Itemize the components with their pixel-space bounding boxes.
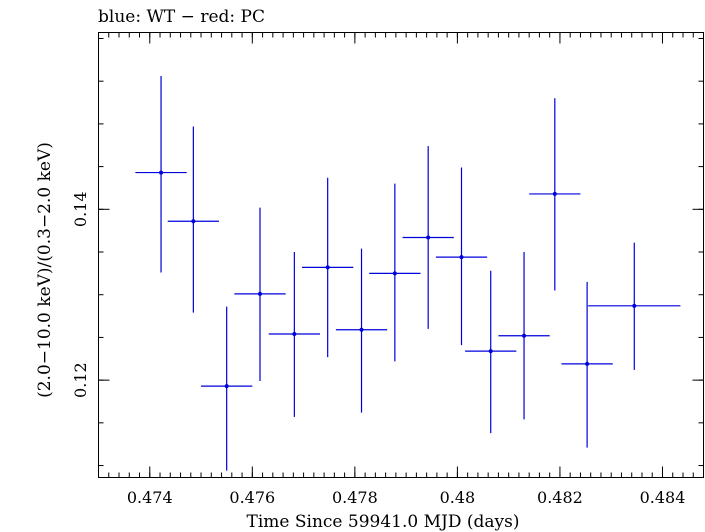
y-tick-label: 0.12 — [71, 362, 90, 398]
data-point — [402, 146, 454, 329]
x-tick-label: 0.482 — [537, 488, 583, 507]
data-points — [135, 76, 681, 471]
data-point — [302, 177, 354, 358]
data-marker — [459, 255, 464, 260]
chart-title: blue: WT − red: PC — [98, 7, 265, 27]
data-point — [167, 126, 219, 313]
data-marker — [224, 384, 229, 389]
data-marker — [292, 332, 297, 337]
data-point — [435, 167, 488, 346]
data-point — [465, 270, 517, 434]
data-point — [498, 252, 550, 420]
data-point — [268, 252, 320, 417]
data-point — [369, 183, 421, 362]
data-marker — [325, 265, 330, 270]
x-tick-label: 0.474 — [127, 488, 173, 507]
x-tick-label: 0.484 — [640, 488, 686, 507]
data-marker — [522, 333, 527, 338]
y-tick-label: 0.14 — [71, 191, 90, 227]
x-tick-label: 0.48 — [440, 488, 476, 507]
y-axis-label: (2.0−10.0 keV)/(0.3−2.0 keV) — [35, 142, 55, 398]
x-tick-label: 0.478 — [332, 488, 378, 507]
data-point — [234, 207, 286, 381]
data-point — [529, 98, 581, 291]
x-tick-label: 0.476 — [229, 488, 275, 507]
data-point — [201, 306, 253, 471]
data-point — [588, 242, 681, 370]
data-point — [561, 281, 613, 448]
data-marker — [191, 219, 196, 224]
data-marker — [632, 303, 637, 308]
x-axis-label: Time Since 59941.0 MJD (days) — [247, 512, 520, 532]
data-point — [335, 248, 388, 413]
axis-ticks — [98, 32, 704, 478]
data-marker — [426, 235, 431, 240]
tick-labels: 0.474 0.476 0.478 0.48 0.482 0.484 0.12 0.14 — [71, 191, 685, 507]
data-marker — [258, 291, 263, 296]
data-marker — [552, 191, 557, 196]
data-marker — [359, 327, 364, 332]
plot-frame — [98, 32, 704, 478]
data-point — [135, 76, 187, 273]
data-marker — [392, 271, 397, 276]
data-marker — [585, 361, 590, 366]
data-marker — [488, 349, 493, 354]
data-marker — [159, 170, 164, 175]
